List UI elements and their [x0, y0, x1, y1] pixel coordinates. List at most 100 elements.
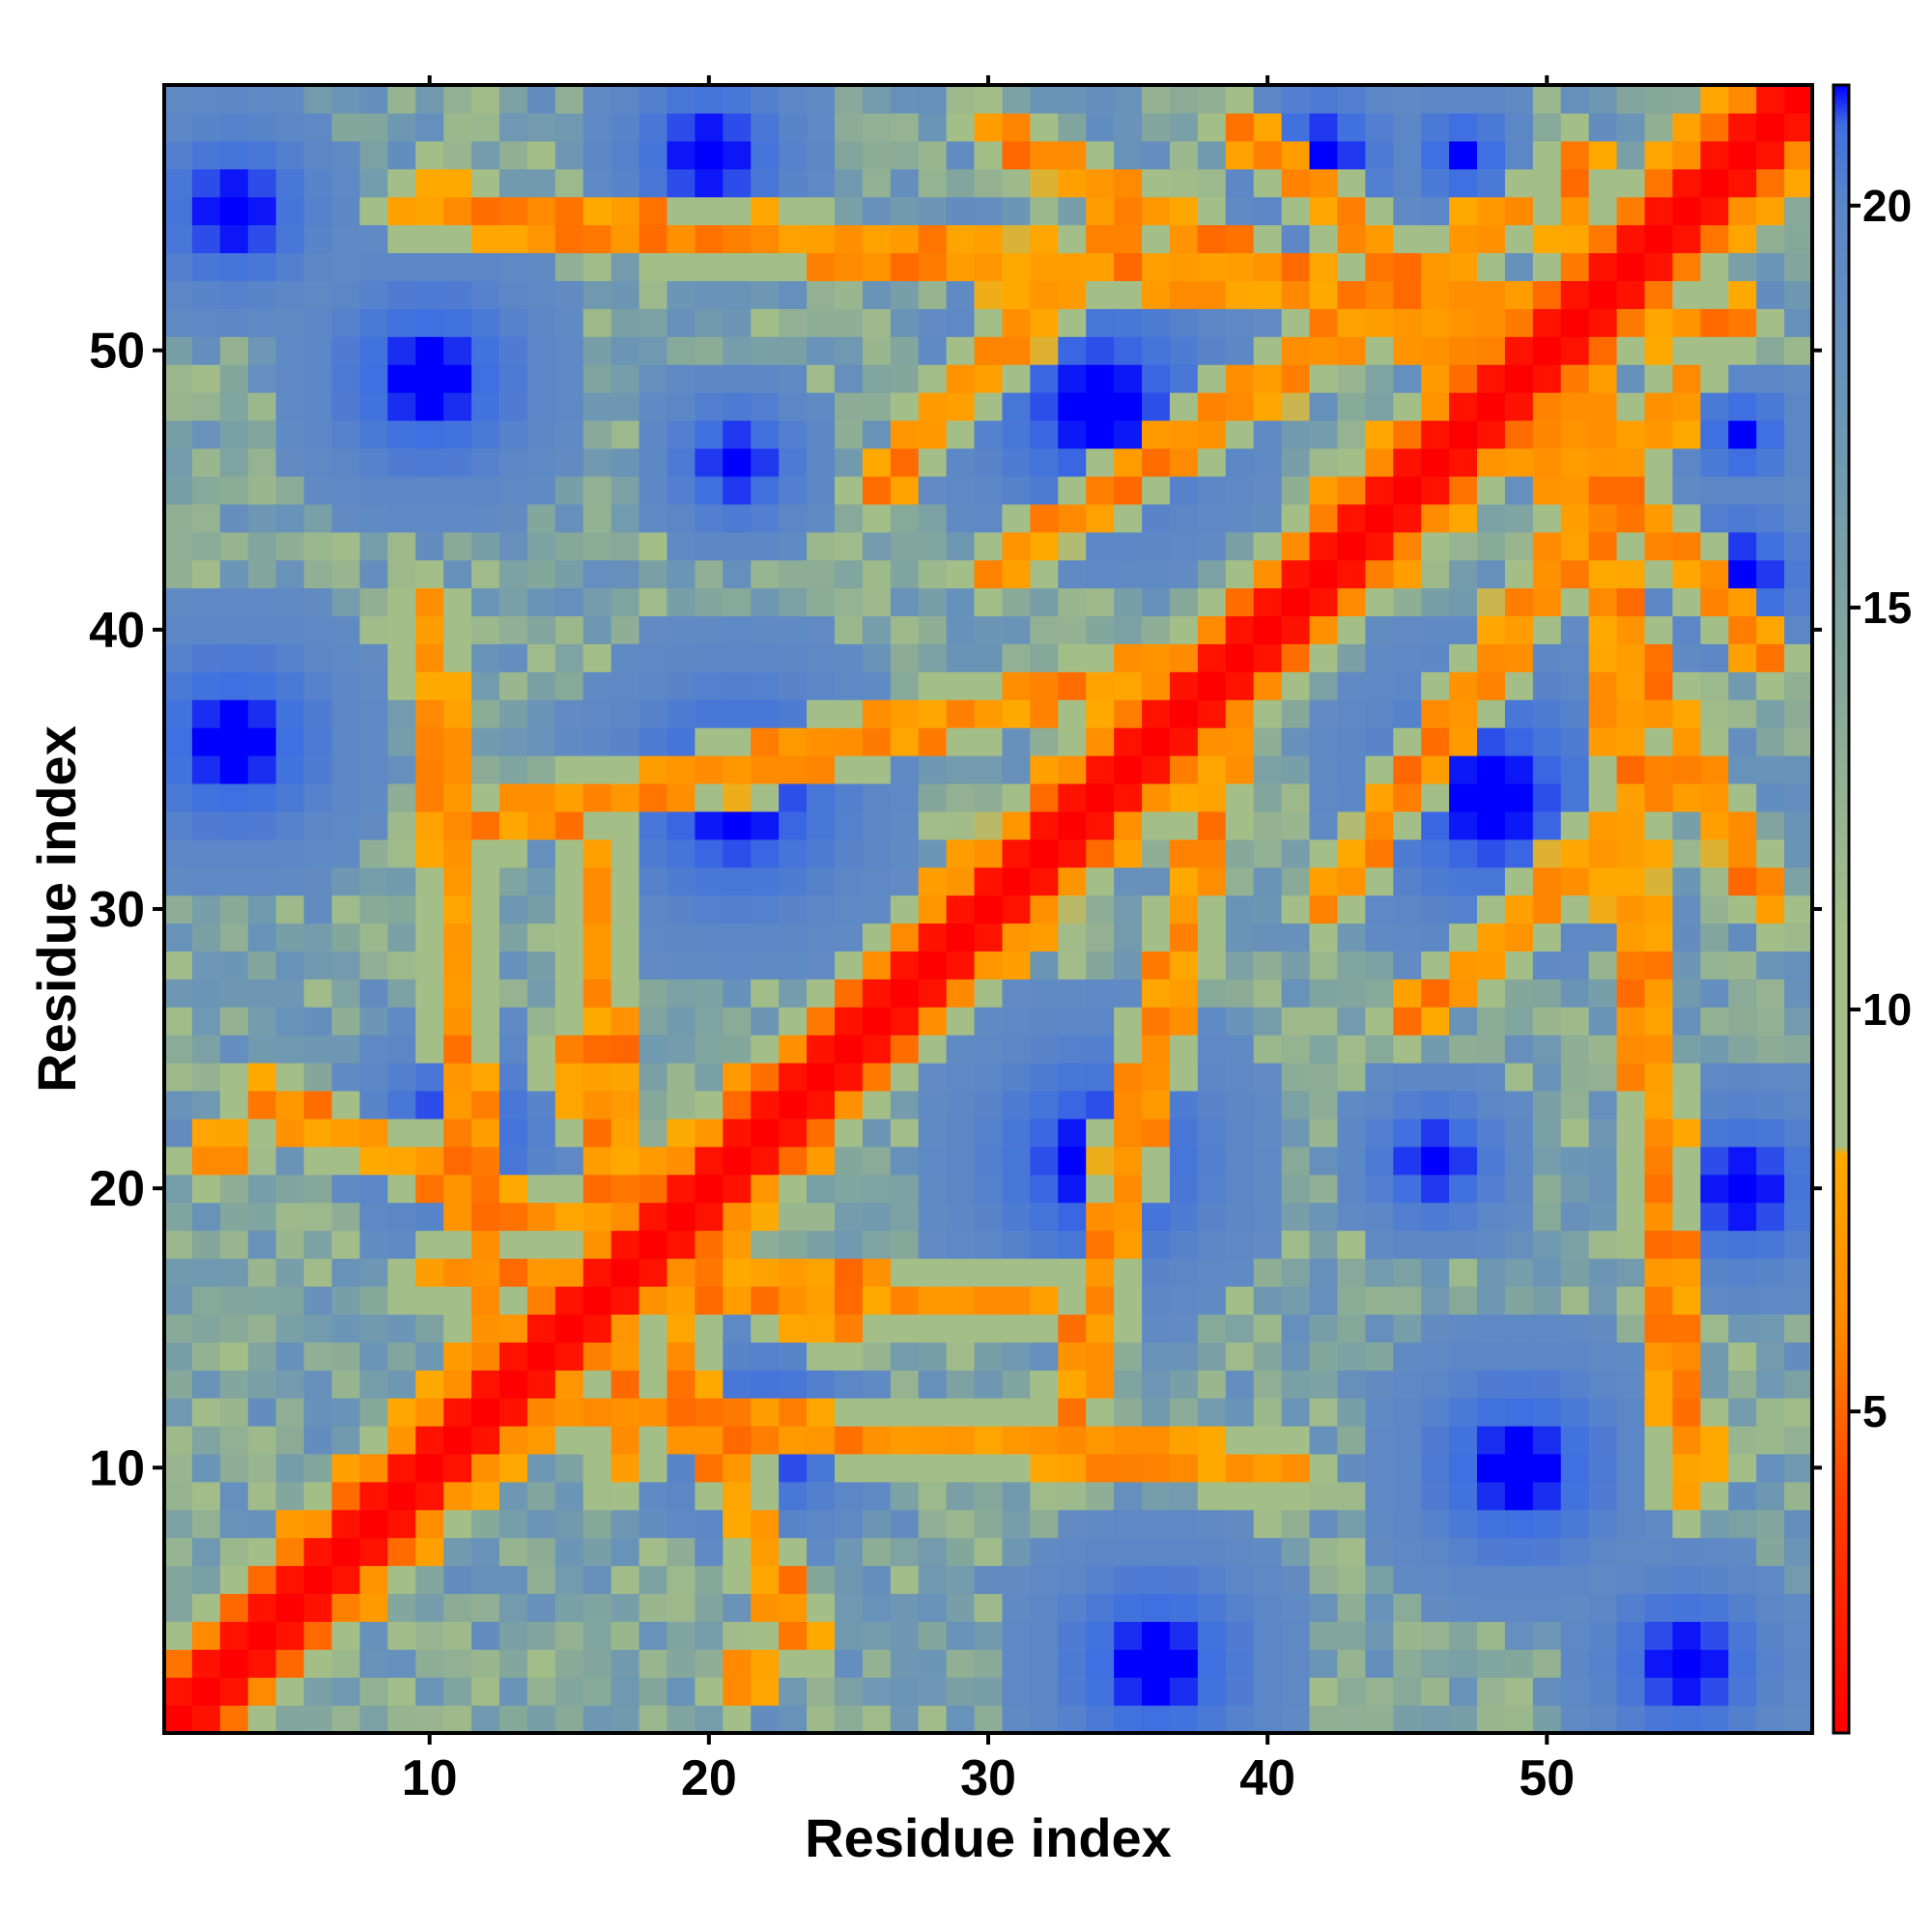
heatmap-cell — [1421, 224, 1450, 254]
heatmap-cell — [1449, 1677, 1478, 1706]
heatmap-cell — [526, 140, 556, 170]
heatmap-cell — [751, 782, 780, 812]
heatmap-cell — [1225, 447, 1255, 477]
heatmap-cell — [498, 615, 528, 644]
heatmap-cell — [1728, 1677, 1757, 1706]
heatmap-cell — [723, 1063, 752, 1092]
heatmap-cell — [1477, 1258, 1506, 1287]
heatmap-cell — [1616, 1007, 1646, 1036]
heatmap-cell — [1504, 1118, 1534, 1148]
heatmap-cell — [1030, 308, 1059, 337]
heatmap-cell — [1756, 1593, 1785, 1622]
heatmap-cell — [639, 671, 668, 700]
heatmap-cell — [946, 1314, 976, 1343]
heatmap-cell — [1086, 810, 1115, 840]
heatmap-cell — [359, 475, 388, 505]
heatmap-cell — [1058, 979, 1087, 1008]
heatmap-cell — [1169, 364, 1199, 393]
heatmap-cell — [1644, 671, 1674, 700]
heatmap-cell — [779, 979, 808, 1008]
heatmap-cell — [1616, 196, 1646, 226]
heatmap-cell — [1030, 336, 1059, 365]
heatmap-cell — [331, 1621, 361, 1650]
heatmap-cell — [834, 1453, 864, 1483]
heatmap-cell — [219, 1537, 249, 1567]
heatmap-cell — [751, 810, 780, 840]
colorbar-tick-label: 5 — [1862, 1386, 1888, 1436]
heatmap-cell — [1449, 810, 1478, 840]
heatmap-cell — [918, 867, 948, 896]
heatmap-cell — [639, 1565, 668, 1595]
heatmap-cell — [918, 587, 948, 616]
heatmap-cell — [1756, 1370, 1785, 1399]
heatmap-cell — [834, 85, 864, 114]
heatmap-cell — [1449, 1007, 1478, 1036]
heatmap-cell — [554, 895, 584, 924]
heatmap-cell — [1086, 1258, 1115, 1287]
heatmap-cell — [1756, 867, 1785, 896]
heatmap-cell — [1728, 140, 1757, 170]
heatmap-cell — [779, 1425, 808, 1455]
heatmap-cell — [387, 1537, 416, 1567]
heatmap-cell — [611, 112, 640, 142]
heatmap-cell — [667, 754, 696, 784]
heatmap-cell — [191, 1481, 221, 1511]
heatmap-cell — [611, 1537, 640, 1567]
heatmap-cell — [890, 503, 920, 533]
heatmap-cell — [834, 447, 864, 477]
colorbar-tick-label: 20 — [1862, 181, 1912, 231]
heatmap-cell — [526, 112, 556, 142]
heatmap-cell — [1393, 252, 1422, 282]
heatmap-cell — [1393, 1565, 1422, 1595]
heatmap-cell — [1169, 1342, 1199, 1371]
heatmap-cell — [1253, 1090, 1283, 1120]
heatmap-cell — [1281, 112, 1311, 142]
heatmap-cell — [946, 838, 976, 868]
heatmap-cell — [219, 1509, 249, 1539]
heatmap-cell — [1086, 308, 1115, 337]
heatmap-cell — [359, 671, 388, 700]
heatmap-cell — [890, 1063, 920, 1092]
heatmap-cell — [1365, 1063, 1394, 1092]
heatmap-cell — [275, 559, 305, 589]
heatmap-cell — [582, 280, 612, 309]
heatmap-cell — [275, 782, 305, 812]
heatmap-cell — [890, 1677, 920, 1706]
heatmap-cell — [331, 1705, 361, 1734]
heatmap-cell — [359, 252, 388, 282]
heatmap-cell — [247, 168, 277, 198]
heatmap-cell — [1253, 1425, 1283, 1455]
heatmap-cell — [1365, 1118, 1394, 1148]
heatmap-cell — [1365, 1649, 1394, 1678]
x-tick-label: 20 — [681, 1750, 737, 1806]
heatmap-cell — [1142, 1398, 1171, 1427]
heatmap-cell — [695, 196, 724, 226]
heatmap-cell — [611, 475, 640, 505]
heatmap-cell — [1421, 112, 1450, 142]
heatmap-cell — [1784, 1398, 1813, 1427]
heatmap-cell — [219, 1063, 249, 1092]
heatmap-cell — [275, 1174, 305, 1204]
heatmap-cell — [219, 252, 249, 282]
heatmap-cell — [1225, 1035, 1255, 1064]
heatmap-cell — [807, 1453, 836, 1483]
heatmap-cell — [779, 1565, 808, 1595]
heatmap-cell — [1672, 1286, 1701, 1315]
heatmap-cell — [331, 810, 361, 840]
heatmap-cell — [1784, 979, 1813, 1008]
heatmap-cell — [639, 1370, 668, 1399]
heatmap-cell — [1700, 782, 1729, 812]
heatmap-cell — [303, 1314, 333, 1343]
heatmap-cell — [554, 810, 584, 840]
heatmap-cell — [247, 252, 277, 282]
heatmap-cell — [751, 615, 780, 644]
heatmap-cell — [695, 1286, 724, 1315]
heatmap-cell — [695, 1314, 724, 1343]
heatmap-cell — [1644, 475, 1674, 505]
heatmap-cell — [331, 168, 361, 198]
heatmap-cell — [191, 1286, 221, 1315]
heatmap-cell — [1169, 280, 1199, 309]
heatmap-cell — [1337, 224, 1366, 254]
heatmap-cell — [1114, 224, 1143, 254]
heatmap-cell — [303, 923, 333, 952]
